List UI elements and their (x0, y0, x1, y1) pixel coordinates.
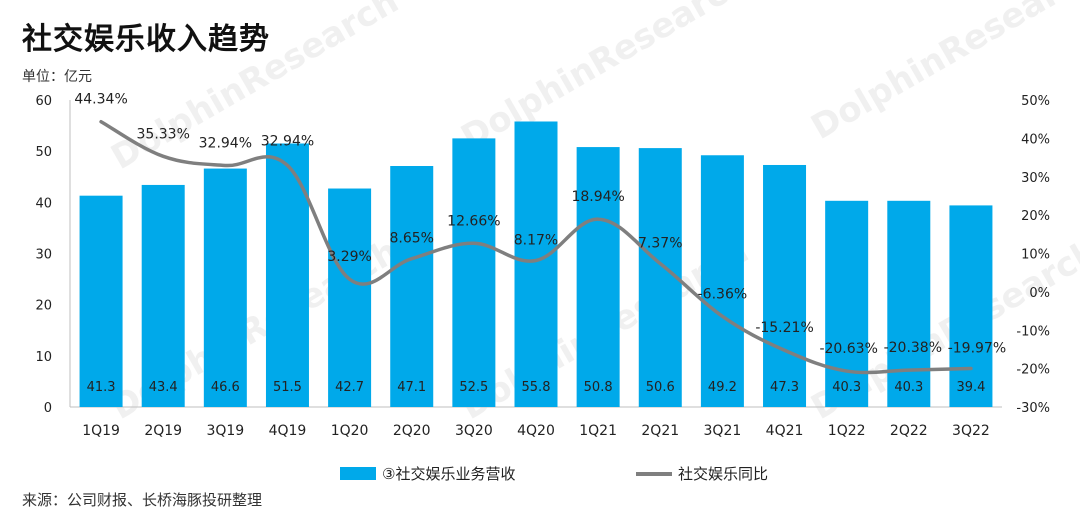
revenue-bar (887, 200, 931, 407)
revenue-bar (141, 184, 185, 407)
source-note: 来源：公司财报、长桥海豚投研整理 (22, 491, 263, 509)
y-right-tick-label: -20% (1016, 363, 1050, 378)
bar-value-label: 49.2 (708, 380, 737, 395)
bar-value-label: 41.3 (87, 380, 116, 395)
y-right-tick-label: -30% (1016, 401, 1050, 416)
legend-bar-label: ③社交娱乐业务营收 (382, 465, 515, 483)
yoy-value-label: 32.94% (199, 135, 252, 151)
yoy-value-label: 3.29% (327, 249, 371, 265)
watermark-text: DolphinResearch (455, 0, 756, 158)
y-right-tick-label: 40% (1021, 132, 1050, 147)
y-left-tick-label: 30 (35, 248, 52, 263)
x-tick-label: 3Q20 (455, 423, 493, 439)
revenue-bar (328, 188, 372, 407)
yoy-value-label: 8.17% (514, 233, 558, 249)
yoy-value-label: 8.65% (389, 231, 433, 247)
yoy-value-label: -20.38% (884, 340, 942, 356)
y-left-tick-label: 10 (35, 350, 52, 365)
y-right-tick-label: 30% (1021, 171, 1050, 186)
x-tick-label: 1Q20 (331, 423, 369, 439)
yoy-value-label: 32.94% (261, 133, 314, 149)
legend-line-label: 社交娱乐同比 (678, 465, 768, 483)
watermark-text: DolphinResearch (805, 0, 1080, 148)
bar-value-label: 50.6 (646, 380, 675, 395)
x-tick-label: 4Q20 (517, 423, 555, 439)
y-right-tick-label: 20% (1021, 209, 1050, 224)
revenue-bar (203, 168, 247, 407)
x-tick-label: 2Q19 (144, 423, 182, 439)
bar-value-label: 47.1 (397, 380, 426, 395)
yoy-value-label: 12.66% (447, 213, 500, 229)
yoy-value-label: -19.97% (948, 341, 1006, 357)
yoy-value-label: 7.37% (638, 236, 682, 252)
y-right-tick-label: -10% (1016, 324, 1050, 339)
revenue-bar (700, 155, 744, 407)
y-left-tick-label: 40 (35, 196, 52, 211)
revenue-bar (763, 164, 807, 407)
y-left-tick-label: 0 (44, 401, 52, 416)
revenue-bar (390, 166, 434, 407)
bar-value-label: 46.6 (211, 380, 240, 395)
chart-title: 社交娱乐收入趋势 (22, 22, 270, 57)
yoy-value-label: -15.21% (755, 320, 813, 336)
x-tick-label: 1Q19 (82, 423, 120, 439)
bar-value-label: 51.5 (273, 380, 302, 395)
yoy-value-label: 44.34% (74, 92, 127, 108)
bar-value-label: 42.7 (335, 380, 364, 395)
yoy-value-label: -6.36% (698, 286, 748, 302)
yoy-growth-line (99, 119, 973, 375)
unit-label: 单位：亿元 (22, 69, 92, 85)
y-right-tick-label: 0% (1029, 286, 1050, 301)
x-tick-label: 4Q21 (766, 423, 804, 439)
yoy-value-label: 35.33% (137, 126, 190, 142)
bar-value-label: 50.8 (584, 380, 613, 395)
y-left-tick-label: 20 (35, 299, 52, 314)
y-right-tick-label: 50% (1021, 94, 1050, 109)
legend-bar-swatch (340, 467, 376, 480)
revenue-bar (514, 121, 558, 408)
x-tick-label: 3Q19 (206, 423, 244, 439)
bar-value-label: 40.3 (832, 380, 861, 395)
x-tick-label: 2Q22 (890, 423, 928, 439)
x-tick-label: 2Q20 (393, 423, 431, 439)
revenue-bar (265, 143, 309, 407)
x-tick-label: 1Q22 (828, 423, 866, 439)
bar-value-label: 52.5 (459, 380, 488, 395)
revenue-bar (825, 200, 869, 407)
yoy-value-label: 18.94% (571, 189, 624, 205)
x-tick-label: 3Q21 (704, 423, 742, 439)
x-tick-label: 4Q19 (269, 423, 307, 439)
yoy-value-label: -20.63% (819, 341, 877, 357)
revenue-bar (576, 147, 620, 407)
bar-value-label: 39.4 (956, 380, 985, 395)
bar-value-label: 55.8 (522, 380, 551, 395)
bar-value-label: 47.3 (770, 380, 799, 395)
bar-value-label: 43.4 (149, 380, 178, 395)
x-tick-label: 2Q21 (641, 423, 679, 439)
bar-value-label: 40.3 (894, 380, 923, 395)
revenue-bar (949, 205, 993, 407)
x-tick-label: 3Q22 (952, 423, 990, 439)
y-left-tick-label: 50 (35, 145, 52, 160)
y-right-tick-label: 10% (1021, 248, 1050, 263)
x-tick-label: 1Q21 (579, 423, 617, 439)
revenue-bar (79, 195, 123, 407)
revenue-bar (452, 138, 496, 407)
y-left-tick-label: 60 (35, 94, 52, 109)
